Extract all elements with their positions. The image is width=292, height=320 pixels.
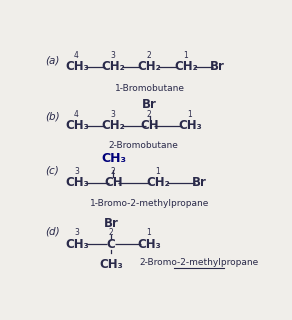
Text: (c): (c) [46, 165, 59, 175]
Text: CH: CH [140, 119, 159, 132]
Text: Br: Br [104, 217, 119, 230]
Text: CH: CH [104, 176, 123, 189]
Text: CH₃: CH₃ [178, 119, 202, 132]
Text: 1: 1 [187, 110, 192, 119]
Text: 3: 3 [74, 228, 79, 237]
Text: 3: 3 [110, 51, 115, 60]
Text: CH₃: CH₃ [65, 238, 89, 251]
Text: C: C [107, 238, 116, 251]
Text: CH₂: CH₂ [174, 60, 198, 73]
Text: CH₂: CH₂ [138, 60, 161, 73]
Text: 4: 4 [74, 110, 79, 119]
Text: 1-Bromo-2-methylpropane: 1-Bromo-2-methylpropane [90, 199, 209, 208]
Text: Br: Br [192, 176, 207, 189]
Text: (d): (d) [46, 227, 60, 237]
Text: 2-Bromo-2-methylpropane: 2-Bromo-2-methylpropane [140, 258, 259, 267]
Text: Br: Br [142, 98, 157, 111]
Text: CH₃: CH₃ [65, 119, 89, 132]
Text: 2: 2 [110, 167, 115, 176]
Text: 1: 1 [156, 167, 160, 176]
Text: CH₂: CH₂ [147, 176, 171, 189]
Text: 2: 2 [147, 51, 151, 60]
Text: Br: Br [210, 60, 225, 73]
Text: 3: 3 [110, 110, 115, 119]
Text: 2: 2 [147, 110, 151, 119]
Text: 3: 3 [74, 167, 79, 176]
Text: 2-Bromobutane: 2-Bromobutane [108, 141, 178, 150]
Text: 1-Bromobutane: 1-Bromobutane [115, 84, 185, 93]
Text: (a): (a) [46, 56, 60, 66]
Text: CH₃: CH₃ [65, 176, 89, 189]
Text: 1: 1 [183, 51, 187, 60]
Text: (b): (b) [46, 111, 60, 121]
Text: 4: 4 [74, 51, 79, 60]
Text: 2: 2 [108, 228, 113, 237]
Text: CH₃: CH₃ [138, 238, 161, 251]
Text: CH₃: CH₃ [99, 259, 123, 271]
Text: CH₃: CH₃ [101, 152, 126, 165]
Text: CH₂: CH₂ [102, 60, 125, 73]
Text: CH₃: CH₃ [65, 60, 89, 73]
Text: 1: 1 [147, 228, 151, 237]
Text: CH₂: CH₂ [102, 119, 125, 132]
